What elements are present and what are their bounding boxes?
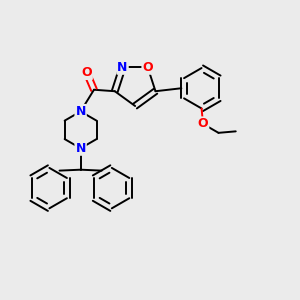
Text: O: O (142, 61, 153, 74)
Text: N: N (117, 61, 128, 74)
Text: N: N (75, 142, 86, 155)
Text: N: N (75, 105, 86, 118)
Text: O: O (198, 117, 208, 130)
Text: O: O (81, 66, 92, 79)
